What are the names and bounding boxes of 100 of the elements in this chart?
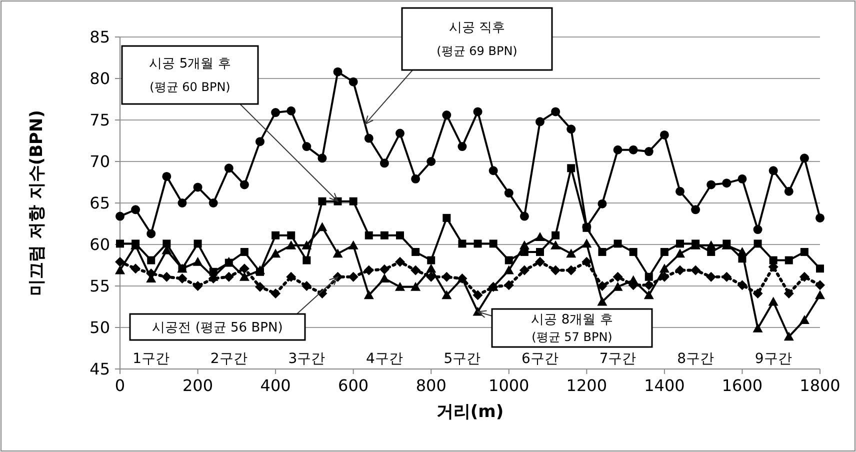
point [364, 290, 374, 300]
point [442, 272, 452, 282]
point [442, 110, 452, 120]
point [364, 265, 374, 276]
point [240, 180, 249, 190]
point [147, 256, 156, 264]
point [737, 280, 748, 290]
point [318, 154, 327, 163]
annotation: 시공 8개월 후 (평균 57 BPN) [531, 312, 613, 344]
point [799, 272, 810, 282]
point [272, 231, 280, 240]
point [752, 323, 763, 332]
point [706, 272, 716, 282]
point [768, 296, 778, 306]
annotation: 시공 직후 (평균 69 BPN) [436, 20, 518, 58]
annotation: 9구간 [754, 351, 792, 367]
point [738, 174, 747, 184]
annotation: 7구간 [599, 351, 636, 367]
point [519, 240, 530, 250]
point [177, 274, 188, 284]
point [552, 231, 560, 240]
point [411, 174, 420, 184]
y-tick-label: 55 [90, 276, 110, 296]
point [380, 231, 388, 240]
point [582, 256, 592, 267]
point [379, 274, 390, 283]
point [504, 265, 514, 274]
annotation: 3구간 [288, 351, 326, 367]
point [566, 248, 576, 258]
point [193, 182, 202, 192]
point [395, 282, 405, 291]
point [660, 130, 669, 140]
point [691, 205, 700, 214]
point [442, 214, 451, 222]
point [348, 77, 358, 86]
point [706, 240, 716, 250]
point [162, 172, 172, 181]
point [784, 256, 793, 264]
annotation: 1구간 [132, 351, 170, 367]
point [364, 231, 373, 240]
point [535, 232, 545, 242]
point [550, 265, 561, 276]
point [629, 248, 638, 256]
point [116, 212, 124, 221]
x-tick-label: 1000 [488, 376, 530, 395]
point [396, 231, 404, 240]
point [799, 315, 810, 324]
point [488, 166, 498, 176]
point [676, 240, 684, 248]
point [115, 265, 125, 274]
point [504, 188, 514, 198]
y-tick-label: 80 [90, 69, 110, 88]
point [427, 256, 436, 264]
point [458, 240, 466, 248]
point [489, 240, 498, 248]
point [317, 222, 328, 232]
point [597, 296, 608, 306]
x-tick-label: 400 [260, 376, 291, 395]
point [784, 186, 794, 196]
point [706, 180, 716, 190]
y-tick-label: 70 [90, 152, 110, 172]
point [566, 124, 576, 134]
point [348, 272, 358, 282]
point [131, 205, 140, 214]
point [753, 225, 762, 234]
point [224, 164, 234, 173]
point [396, 128, 404, 138]
point [520, 212, 529, 221]
point [612, 282, 623, 291]
point [536, 117, 544, 126]
point [333, 67, 342, 76]
point [598, 199, 607, 208]
y-tick-label: 45 [90, 360, 110, 379]
point [754, 240, 762, 248]
point [519, 265, 530, 276]
point [614, 240, 622, 248]
point [676, 186, 684, 196]
point [659, 264, 670, 273]
point [582, 238, 592, 248]
x-axis-title: 거리(m) [436, 402, 504, 422]
point [768, 166, 778, 176]
point [784, 288, 794, 298]
point [256, 137, 264, 146]
point [472, 290, 483, 300]
annotation: 시공 5개월 후 (평균 60 BPN) [149, 56, 231, 94]
point [473, 107, 482, 116]
point [348, 240, 358, 250]
point [426, 272, 436, 282]
annotation: 8구간 [677, 351, 714, 367]
point [426, 157, 436, 166]
point [208, 198, 218, 208]
point [442, 290, 452, 300]
point [612, 272, 623, 282]
point [302, 240, 312, 250]
point [784, 332, 794, 341]
point [504, 280, 514, 290]
annotation: 4구간 [366, 351, 403, 367]
point [162, 272, 172, 282]
annotation: 2구간 [210, 351, 248, 367]
point [752, 288, 763, 298]
